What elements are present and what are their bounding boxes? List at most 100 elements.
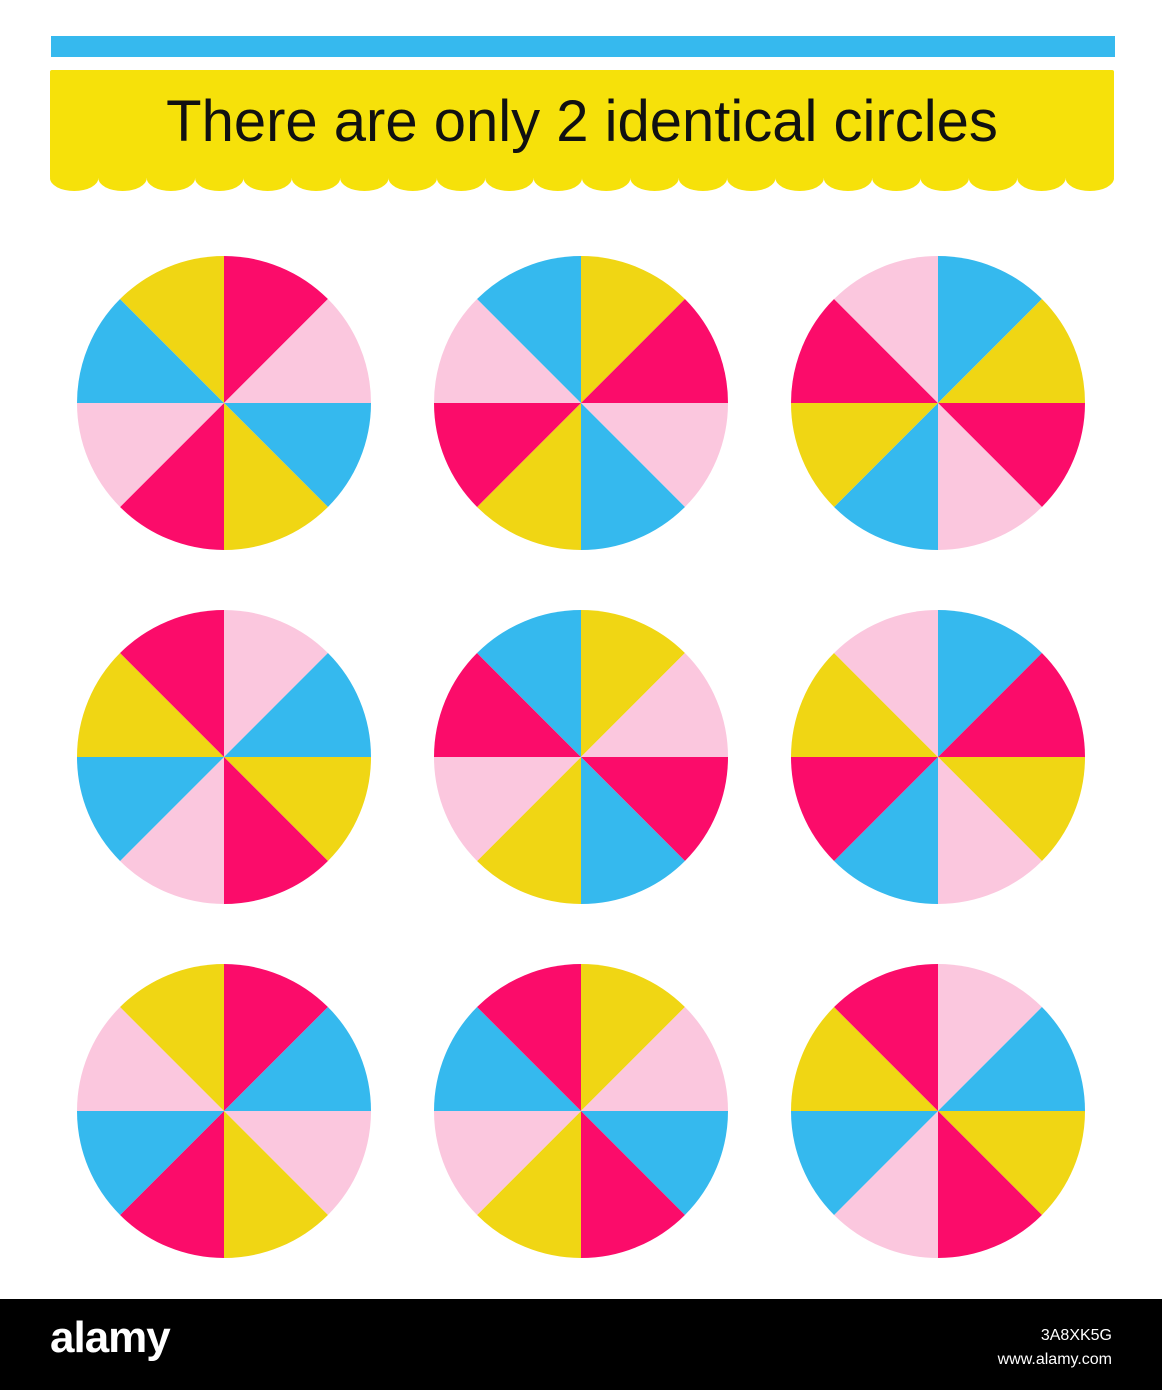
sector-red	[120, 403, 224, 550]
sector-pink	[834, 610, 938, 757]
sector-red	[434, 403, 581, 507]
sector-blue	[834, 757, 938, 904]
circle-7[interactable]	[77, 964, 371, 1258]
sector-pink	[224, 299, 371, 403]
circle-5[interactable]	[434, 610, 728, 904]
sector-yellow	[77, 653, 224, 757]
sector-blue	[581, 1111, 728, 1215]
sector-yellow	[477, 757, 581, 904]
sector-yellow	[938, 299, 1085, 403]
circle-2[interactable]	[434, 256, 728, 550]
sector-blue	[791, 1111, 938, 1215]
scallop	[920, 170, 969, 191]
sector-red	[581, 757, 728, 861]
sector-yellow	[120, 256, 224, 403]
scallop	[98, 170, 147, 191]
sector-pink	[581, 403, 728, 507]
scallop	[195, 170, 244, 191]
sector-yellow	[224, 403, 328, 550]
scallop	[340, 170, 389, 191]
footer-bar: alamy 3A8XK5G www.alamy.com	[0, 1299, 1162, 1390]
sector-yellow	[477, 1111, 581, 1258]
sector-yellow	[224, 757, 371, 861]
scallop	[823, 170, 873, 191]
sector-red	[791, 757, 938, 861]
scallop	[678, 170, 728, 191]
scallop	[630, 170, 679, 191]
scallop	[243, 170, 292, 191]
scallop	[50, 170, 99, 191]
scallop	[582, 170, 631, 191]
scallop	[146, 170, 196, 191]
sector-pink	[938, 757, 1042, 904]
sector-pink	[834, 256, 938, 403]
sector-yellow	[477, 403, 581, 550]
sector-pink	[77, 403, 224, 507]
sector-red	[581, 1111, 685, 1258]
sector-pink	[434, 1111, 581, 1215]
circle-4[interactable]	[77, 610, 371, 904]
sector-blue	[77, 757, 224, 861]
scallop	[1065, 170, 1114, 191]
sector-yellow	[120, 964, 224, 1111]
top-stripe	[51, 36, 1115, 57]
circle-grid	[77, 256, 1085, 1258]
circle-3[interactable]	[791, 256, 1085, 550]
sector-pink	[120, 757, 224, 904]
sector-blue	[581, 757, 685, 904]
sector-yellow	[581, 964, 685, 1111]
sector-blue	[434, 1007, 581, 1111]
sector-pink	[581, 1007, 728, 1111]
sector-blue	[77, 299, 224, 403]
sector-red	[434, 653, 581, 757]
sector-yellow	[791, 403, 938, 507]
sector-yellow	[791, 1007, 938, 1111]
scallop	[533, 170, 582, 191]
image-id: 3A8XK5G	[1040, 1327, 1112, 1344]
sector-yellow	[581, 256, 685, 403]
scallop	[727, 170, 776, 191]
puzzle-title: There are only 2 identical circles	[166, 89, 998, 154]
title-banner	[50, 70, 1114, 178]
scallop	[1017, 170, 1066, 191]
sector-yellow	[581, 610, 685, 757]
sector-pink	[834, 1111, 938, 1258]
scallop	[291, 170, 341, 191]
sector-pink	[581, 653, 728, 757]
circle-1[interactable]	[77, 256, 371, 550]
sector-red	[791, 299, 938, 403]
sector-pink	[434, 757, 581, 861]
sector-pink	[77, 1007, 224, 1111]
sector-red	[938, 403, 1085, 507]
sector-red	[938, 1111, 1042, 1258]
sector-pink	[938, 964, 1042, 1111]
sector-blue	[938, 256, 1042, 403]
sector-pink	[224, 610, 328, 757]
sector-red	[120, 610, 224, 757]
sector-yellow	[224, 1111, 328, 1258]
footer-url: www.alamy.com	[997, 1351, 1112, 1368]
alamy-logo: alamy	[50, 1313, 171, 1362]
sector-red	[581, 299, 728, 403]
circle-6[interactable]	[791, 610, 1085, 904]
sector-blue	[224, 403, 371, 507]
sector-yellow	[791, 653, 938, 757]
sector-blue	[224, 653, 371, 757]
sector-blue	[938, 610, 1042, 757]
sector-blue	[224, 1007, 371, 1111]
sector-red	[938, 653, 1085, 757]
sector-red	[224, 757, 328, 904]
sector-red	[477, 964, 581, 1111]
sector-blue	[477, 610, 581, 757]
scallop	[436, 170, 486, 191]
circle-9[interactable]	[791, 964, 1085, 1258]
banner-scallop-edge	[50, 170, 1114, 191]
sector-red	[224, 964, 328, 1111]
sector-pink	[434, 299, 581, 403]
sector-red	[120, 1111, 224, 1258]
scallop	[968, 170, 1018, 191]
sector-blue	[77, 1111, 224, 1215]
circle-8[interactable]	[434, 964, 728, 1258]
sector-yellow	[938, 1111, 1085, 1215]
sector-blue	[938, 1007, 1085, 1111]
